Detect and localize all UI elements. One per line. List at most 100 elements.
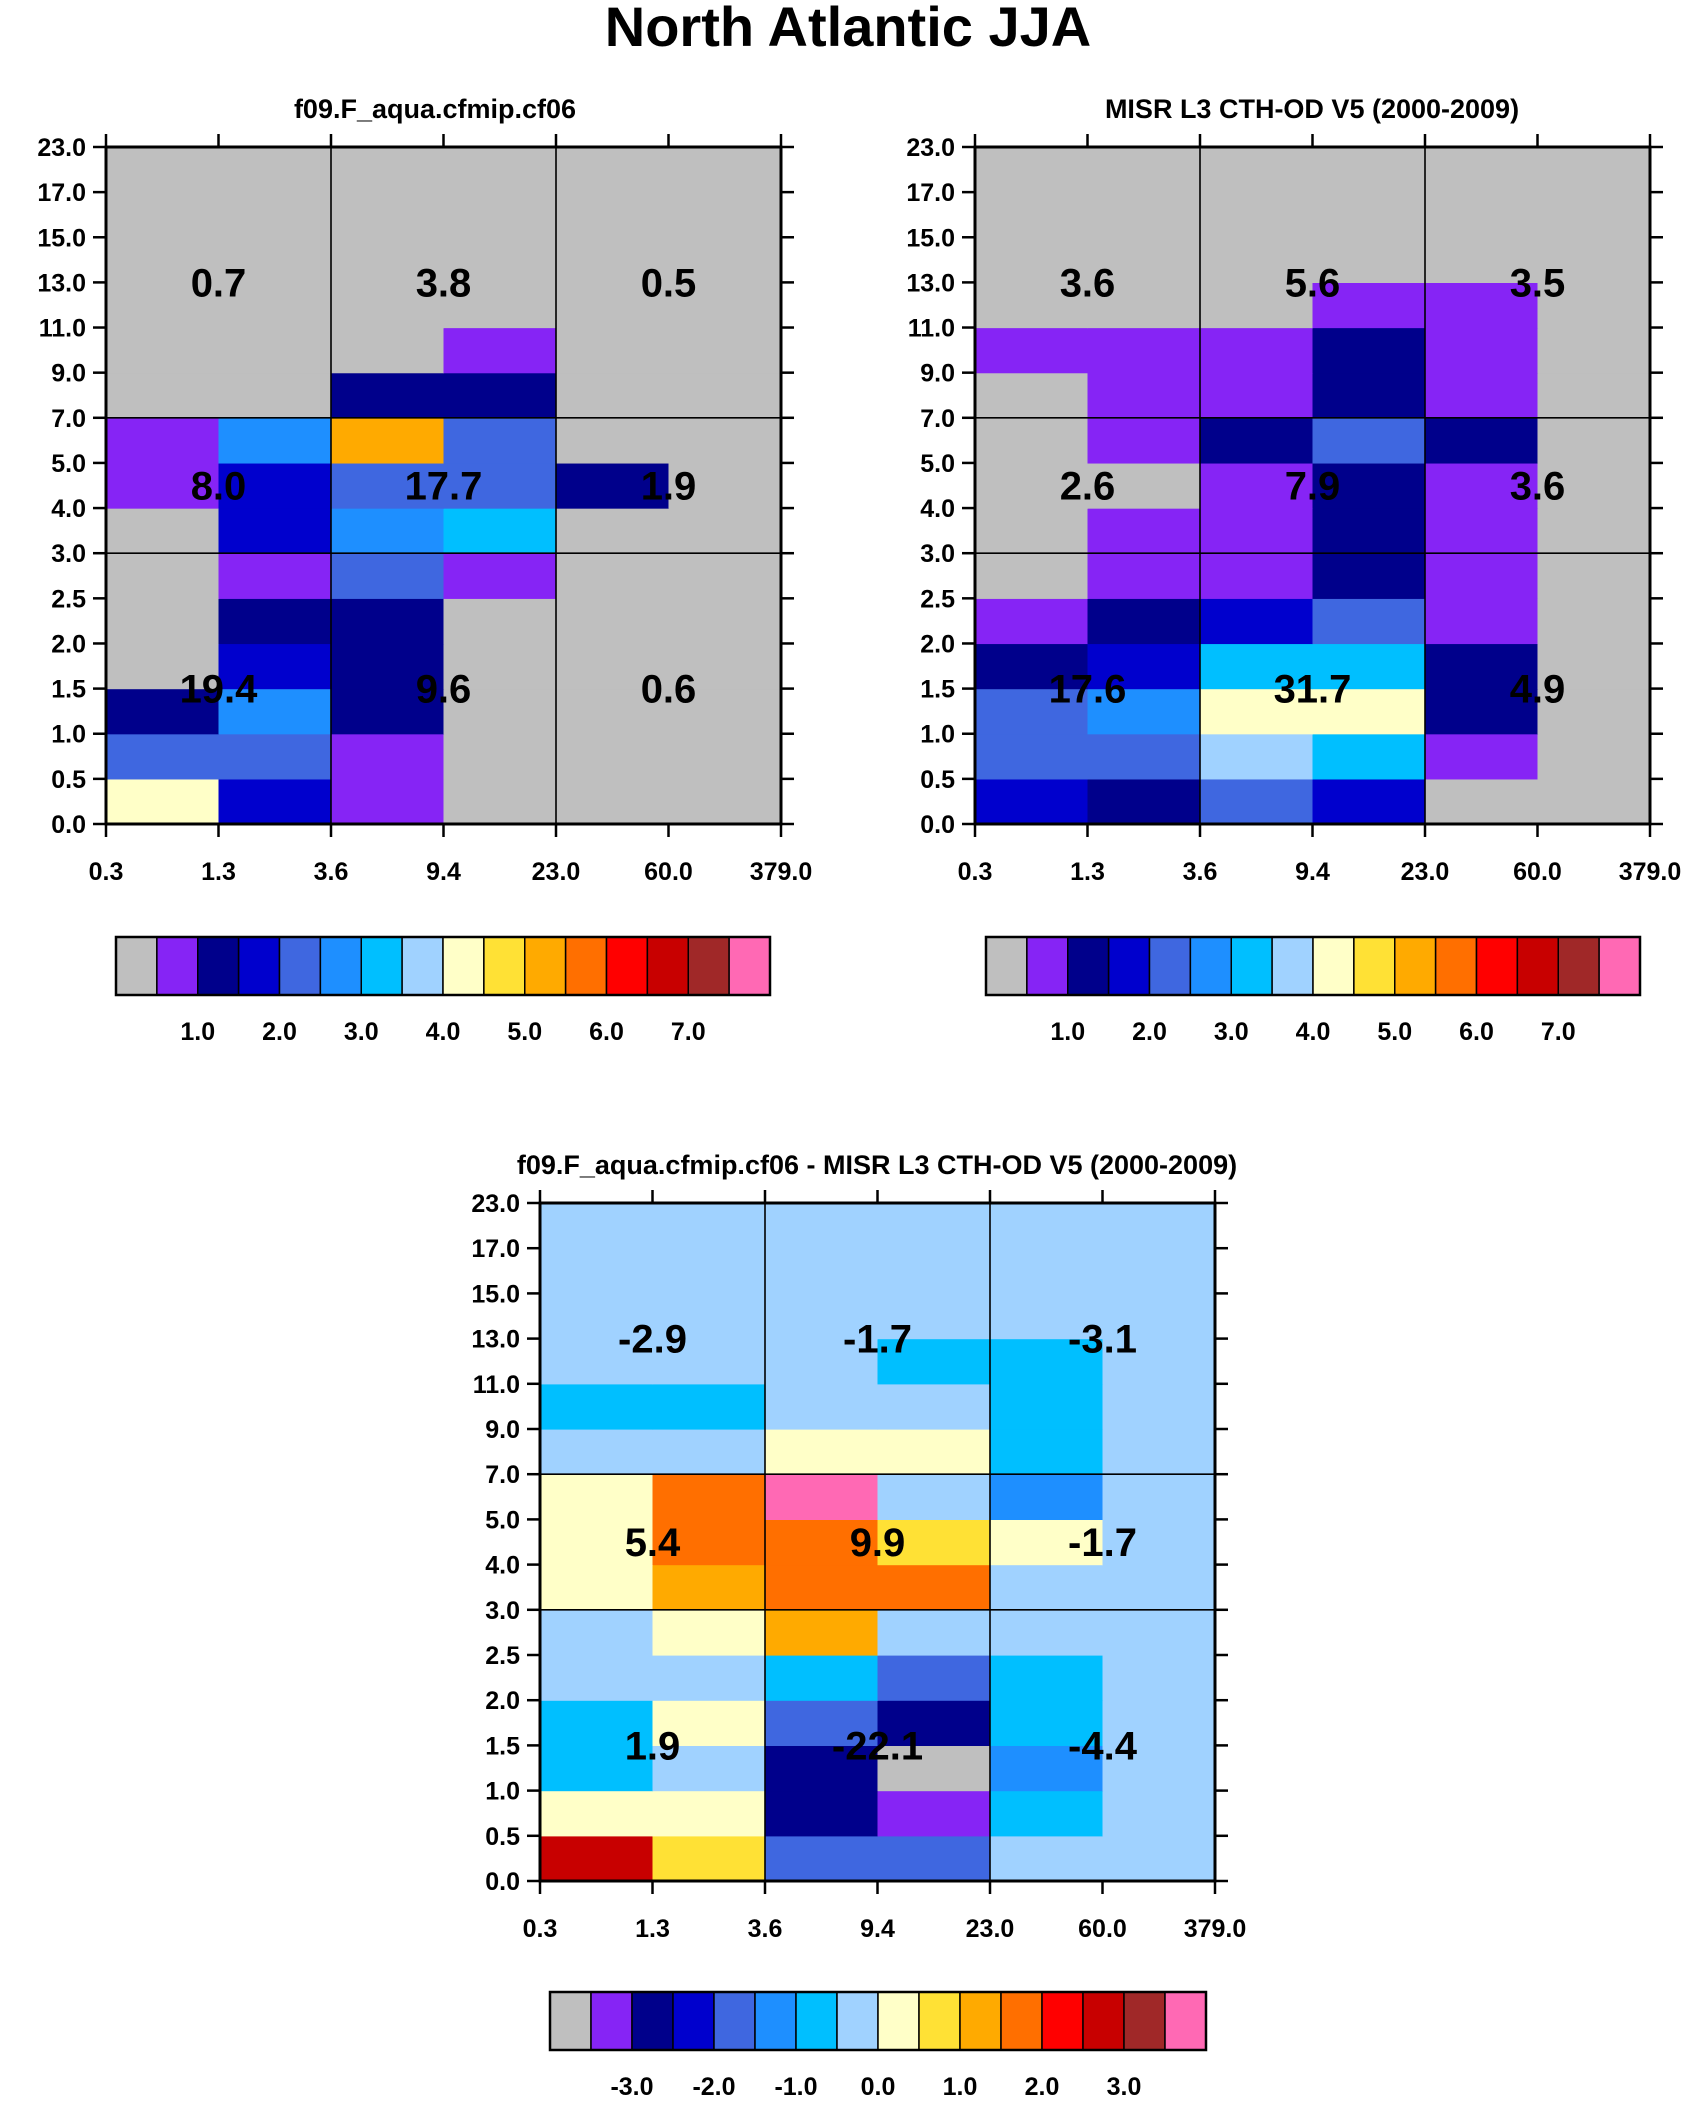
heatmap-cell-r7-c1 — [218, 462, 332, 509]
panel-3: f09.F_aqua.cfmip.cf06 - MISR L3 CTH-OD V… — [471, 1150, 1246, 2101]
group-total-label: 17.7 — [405, 465, 483, 509]
heatmap-cell-r2-c2 — [765, 1745, 879, 1792]
heatmap-cell-r4-c2 — [1200, 598, 1314, 645]
y-tick-label: 23.0 — [906, 134, 955, 162]
heatmap-cell-r6-c1 — [218, 508, 332, 554]
colorbar-frame — [548, 1990, 1208, 2052]
heatmap-cell-r8-c5 — [668, 417, 782, 464]
group-total-label: -22.1 — [832, 1724, 923, 1768]
y-tick-label: 5.0 — [920, 450, 955, 478]
heatmap-cell-r11-c5 — [1537, 282, 1651, 329]
y-tick-label: 2.0 — [920, 630, 955, 658]
group-total-label: 1.9 — [625, 1724, 681, 1768]
heatmap-cell-r13-c1 — [1087, 192, 1201, 238]
heatmap-cell-r13-c5 — [1102, 1248, 1216, 1294]
heatmap-cell-r13-c5 — [668, 192, 782, 238]
y-axis: 0.0 0.5 1.0 1.5 2.0 2.5 3.0 4.0 5.0 7.0 9.0 11.0 13.… — [37, 134, 794, 839]
heatmap-cell-r3-c0 — [975, 643, 1089, 690]
heatmap-cell-r2-c5 — [668, 688, 782, 735]
x-tick-label: 3.6 — [314, 858, 349, 886]
heatmap-cell-r7-c5 — [668, 462, 782, 509]
y-tick-label: 2.5 — [485, 1642, 520, 1670]
heatmap-cell-r7-c5 — [1102, 1519, 1216, 1566]
heatmap-cell-r3-c0 — [540, 1700, 654, 1746]
heatmap-cell-r8-c4 — [1425, 417, 1539, 464]
heatmap-cell-r10-c0 — [106, 327, 220, 374]
heatmap-cell-r10-c0 — [975, 327, 1089, 374]
heatmap-cell-r7-c5 — [1537, 462, 1651, 509]
heatmap-cell-r3-c1 — [652, 1700, 766, 1746]
heatmap-cell-r10-c4 — [1425, 327, 1539, 374]
colorbar-swatch-0 — [115, 936, 158, 996]
heatmap-cell-r0-c0 — [106, 778, 220, 825]
heatmap-cell-r1-c3 — [1312, 733, 1426, 780]
heatmap-cell-r11-c4 — [556, 282, 670, 329]
heatmap-cell-r14-c4 — [990, 1203, 1104, 1249]
colorbar-label: 7.0 — [671, 1018, 706, 1046]
heatmap-cell-r3-c3 — [877, 1700, 991, 1746]
heatmap-cell-r2-c1 — [218, 688, 332, 735]
panel-1: f09.F_aqua.cfmip.cf06 0.0 0.5 1.0 1.5 2.0 2.5 3… — [37, 94, 812, 1046]
colorbar-label: 6.0 — [589, 1018, 624, 1046]
heatmap-cell-r8-c5 — [1537, 417, 1651, 464]
y-tick-label: 2.5 — [51, 585, 86, 613]
heatmap-cell-r13-c0 — [106, 192, 220, 238]
heatmap-cell-r10-c5 — [1537, 327, 1651, 374]
heatmap-cell-r11-c1 — [652, 1338, 766, 1385]
heatmap-cell-r5-c4 — [1425, 553, 1539, 599]
x-axis: 0.3 1.3 3.6 9.4 23.0 60.0 379.0 — [958, 134, 1681, 886]
heatmap-cell-r3-c3 — [1312, 643, 1426, 690]
colorbar-swatch-2 — [631, 1991, 674, 2051]
colorbar-swatch-8 — [1312, 936, 1355, 996]
colorbar-label: 3.0 — [1214, 1018, 1249, 1046]
heatmap-cell-r4-c1 — [218, 598, 332, 645]
colorbar-swatch-5 — [1189, 936, 1232, 996]
heatmap-cell-r12-c5 — [668, 237, 782, 283]
y-tick-label: 17.0 — [37, 179, 86, 207]
heatmap-cell-r12-c0 — [540, 1293, 654, 1340]
heatmap-cell-r9-c0 — [975, 372, 1089, 419]
heatmap-cell-r12-c1 — [652, 1293, 766, 1340]
heatmap-cell-r5-c0 — [540, 1609, 654, 1656]
heatmap-cell-r6-c0 — [540, 1564, 654, 1611]
y-tick-label: 0.0 — [920, 811, 955, 839]
heatmap-cell-r14-c3 — [443, 147, 557, 193]
y-tick-label: 13.0 — [471, 1326, 520, 1354]
heatmap-cell-r14-c4 — [1425, 147, 1539, 193]
heatmap-cell-r13-c3 — [877, 1248, 991, 1294]
x-tick-label: 379.0 — [750, 858, 813, 886]
heatmap-cell-r14-c0 — [106, 147, 220, 193]
heatmap-cell-r10-c0 — [540, 1383, 654, 1430]
heatmap-cell-r7-c2 — [331, 462, 445, 509]
heatmap-cell-r8-c5 — [1102, 1474, 1216, 1520]
heatmap-cell-r11-c1 — [1087, 282, 1201, 329]
heatmap-cell-r1-c1 — [652, 1790, 766, 1837]
heatmap-cell-r12-c4 — [1425, 237, 1539, 283]
group-totals: 19.4 9.6 0.6 8.0 17.7 1.9 0.7 3.8 0.5 — [180, 261, 697, 711]
panel-title: f09.F_aqua.cfmip.cf06 — [294, 94, 576, 124]
heatmap-cell-r11-c4 — [1425, 282, 1539, 329]
heatmap-cell-r12-c1 — [1087, 237, 1201, 283]
heatmap-cell-r1-c0 — [106, 733, 220, 780]
heatmap-cell-r8-c1 — [652, 1474, 766, 1520]
heatmap-cell-r1-c1 — [218, 733, 332, 780]
heatmap-cell-r10-c3 — [443, 327, 557, 374]
colorbar-swatch-3 — [237, 936, 281, 996]
colorbar-swatch-15 — [728, 936, 771, 996]
y-tick-label: 5.0 — [485, 1506, 520, 1534]
colorbar-swatch-10 — [959, 1991, 1002, 2051]
heatmap-cell-r13-c2 — [1200, 192, 1314, 238]
colorbar-swatch-14 — [1123, 1991, 1166, 2051]
y-tick-label: 15.0 — [37, 224, 86, 252]
colorbar-label: 5.0 — [1377, 1018, 1412, 1046]
x-tick-label: 1.3 — [201, 858, 236, 886]
heatmap-cell-r12-c5 — [1102, 1293, 1216, 1340]
heatmap-cell-r11-c3 — [443, 282, 557, 329]
heatmap-cell-r2-c0 — [106, 688, 220, 735]
heatmap-cell-r9-c5 — [668, 372, 782, 419]
colorbar-swatch-9 — [483, 936, 526, 996]
heatmap-cell-r14-c5 — [668, 147, 782, 193]
y-tick-label: 4.0 — [485, 1552, 520, 1580]
heatmap-cell-r8-c1 — [1087, 417, 1201, 464]
heatmap-cell-r9-c5 — [1537, 372, 1651, 419]
